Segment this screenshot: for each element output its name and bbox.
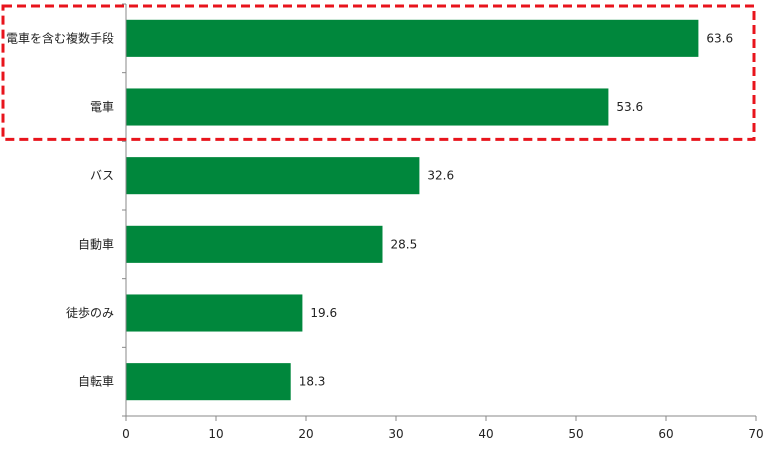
value-label-4: 28.5 (391, 237, 418, 251)
category-label-2: 電車 (90, 100, 114, 114)
bar-3 (126, 157, 420, 195)
category-label-6: 自転車 (78, 375, 114, 389)
value-label-2: 53.6 (616, 100, 643, 114)
category-label-5: 徒歩のみ (66, 305, 114, 320)
bar-1 (126, 19, 699, 57)
x-tick-label-50: 50 (568, 427, 583, 441)
x-tick-label-40: 40 (478, 427, 493, 441)
category-label-3: バス (90, 169, 114, 183)
value-label-6: 18.3 (299, 375, 326, 389)
bar-2 (126, 88, 609, 126)
x-tick-label-0: 0 (122, 427, 130, 441)
labels-layer: 63.6 電車を含む複数手段 53.6 電車 32.6 バス 28.5 自動車 19.6 徒歩のみ… (6, 30, 764, 441)
category-label-1: 電車を含む複数手段 (6, 30, 114, 45)
x-tick-label-10: 10 (208, 427, 223, 441)
axes-layer (122, 3, 757, 421)
value-label-3: 32.6 (427, 169, 454, 183)
bar-5 (126, 294, 303, 332)
category-label-4: 自動車 (78, 237, 114, 251)
value-label-5: 19.6 (310, 306, 337, 320)
highlight-layer (1, 4, 756, 141)
bars-layer (126, 19, 699, 401)
x-tick-label-20: 20 (298, 427, 313, 441)
x-tick-label-70: 70 (748, 427, 763, 441)
value-label-1: 63.6 (706, 31, 733, 45)
bar-6 (126, 363, 291, 401)
bar-4 (126, 225, 383, 263)
highlight-box (1, 4, 756, 141)
x-tick-label-30: 30 (388, 427, 403, 441)
x-tick-label-60: 60 (658, 427, 673, 441)
